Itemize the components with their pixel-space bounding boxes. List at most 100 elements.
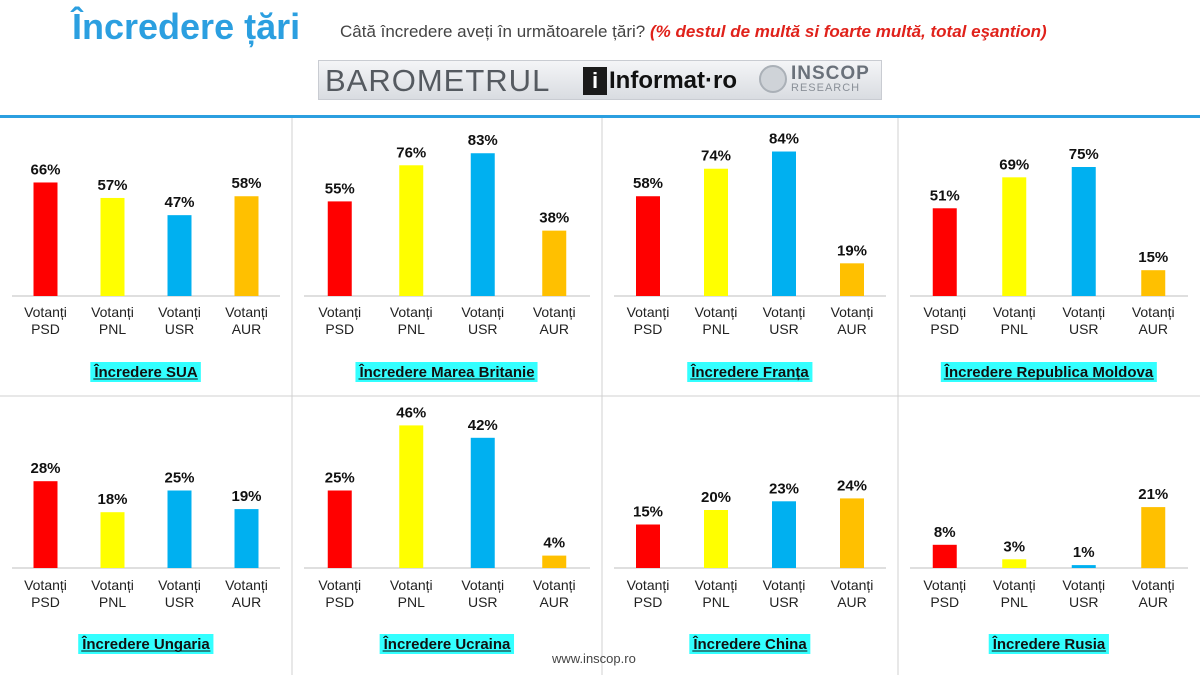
chart-title: Încredere Ucraina: [383, 635, 511, 653]
tick-label: USR: [165, 594, 195, 610]
tick-label: Votanți: [24, 577, 67, 593]
chart-title-highlight: [689, 634, 811, 654]
chart-panel: 51%VotanțiPSD69%VotanțiPNL75%VotanțiUSR1…: [910, 146, 1188, 382]
bar: [542, 230, 567, 296]
chart-title: Încredere SUA: [93, 363, 198, 381]
tick-label: PSD: [930, 594, 959, 610]
tick-label: AUR: [539, 594, 569, 610]
sponsor-logo-bar: BAROMETRUL i Informat·ro INSCOP RESEARCH: [318, 60, 882, 100]
bar: [1071, 167, 1096, 296]
data-label: 38%: [539, 210, 569, 227]
data-label: 20%: [701, 489, 731, 506]
tick-label: Votanți: [763, 304, 806, 320]
tick-label: AUR: [232, 594, 262, 610]
tick-label: Votanți: [763, 577, 806, 593]
tick-label: Votanți: [695, 577, 738, 593]
bar: [932, 208, 957, 296]
barometrul-logo: BAROMETRUL: [325, 63, 551, 98]
tick-label: AUR: [837, 594, 867, 610]
chart-title: Încredere Marea Britanie: [358, 363, 534, 381]
chart-title-highlight: [988, 634, 1109, 654]
informat-logo-text: Informat·ro: [609, 67, 737, 94]
chart-panel: 66%VotanțiPSD57%VotanțiPNL47%VotanțiUSR5…: [12, 161, 280, 382]
tick-label: PNL: [1001, 321, 1028, 337]
tick-label: Votanți: [461, 577, 504, 593]
chart-panel: 15%VotanțiPSD20%VotanțiPNL23%VotanțiUSR2…: [614, 477, 886, 654]
bar: [33, 481, 58, 568]
data-label: 46%: [396, 404, 426, 421]
tick-label: Votanți: [627, 577, 670, 593]
bar: [327, 201, 352, 296]
tick-label: AUR: [539, 321, 569, 337]
tick-label: PNL: [99, 594, 126, 610]
bar: [33, 182, 58, 296]
tick-label: USR: [769, 594, 799, 610]
data-label: 15%: [633, 504, 663, 521]
tick-label: Votanți: [1132, 577, 1175, 593]
data-label: 28%: [30, 460, 60, 477]
chart-title-highlight: [687, 362, 813, 382]
bar: [1071, 565, 1096, 568]
tick-label: Votanți: [1132, 304, 1175, 320]
data-label: 83%: [468, 132, 498, 149]
inscop-logo: INSCOP RESEARCH: [759, 64, 870, 94]
bar: [399, 425, 424, 568]
tick-label: PSD: [930, 321, 959, 337]
bar: [932, 544, 957, 568]
footer-url: www.inscop.ro: [552, 651, 636, 666]
tick-label: Votanți: [993, 577, 1036, 593]
data-label: 58%: [633, 175, 663, 192]
tick-label: Votanți: [158, 304, 201, 320]
tick-label: USR: [165, 321, 195, 337]
question-note: (% destul de multă si foarte multă, tota…: [649, 22, 1047, 41]
data-label: 66%: [30, 161, 60, 178]
data-label: 58%: [231, 175, 261, 192]
chart-title: Încredere China: [692, 635, 807, 653]
bar: [399, 165, 424, 296]
header-divider: [0, 115, 1200, 118]
bar: [327, 490, 352, 568]
bar: [1002, 177, 1027, 296]
page-title: Încredere țări: [72, 6, 301, 47]
tick-label: PSD: [31, 321, 60, 337]
tick-label: AUR: [1138, 594, 1168, 610]
tick-label: Votanți: [1062, 577, 1105, 593]
tick-label: Votanți: [923, 304, 966, 320]
inscop-logo-sub: RESEARCH: [791, 82, 861, 94]
data-label: 47%: [164, 194, 194, 211]
informat-logo: i Informat·ro: [583, 65, 737, 97]
data-label: 84%: [769, 131, 799, 148]
chart-title-highlight: [940, 362, 1157, 382]
data-label: 51%: [930, 187, 960, 204]
tick-label: USR: [769, 321, 799, 337]
survey-question: Câtă încredere aveți în următoarele țări…: [340, 22, 1047, 42]
chart-title-highlight: [379, 634, 515, 654]
chart-panel: 8%VotanțiPSD3%VotanțiPNL1%VotanțiUSR21%V…: [910, 486, 1188, 654]
tick-label: Votanți: [225, 304, 268, 320]
bar: [100, 512, 125, 568]
tick-label: Votanți: [627, 304, 670, 320]
bar: [772, 151, 796, 296]
bar: [840, 263, 864, 296]
chart-panel: 55%VotanțiPSD76%VotanțiPNL83%VotanțiUSR3…: [304, 132, 590, 382]
tick-label: PNL: [398, 321, 425, 337]
tick-label: Votanți: [461, 304, 504, 320]
informat-i-icon: i: [583, 67, 607, 95]
tick-label: PSD: [634, 321, 663, 337]
bar: [167, 490, 192, 568]
tick-label: PNL: [1001, 594, 1028, 610]
tick-label: USR: [468, 321, 498, 337]
tick-label: Votanți: [695, 304, 738, 320]
bar: [772, 501, 796, 568]
tick-label: Votanți: [318, 304, 361, 320]
tick-label: AUR: [232, 321, 262, 337]
tick-label: PSD: [325, 321, 354, 337]
bar: [234, 509, 259, 568]
data-label: 19%: [837, 242, 867, 259]
chart-title: Încredere Republica Moldova: [944, 363, 1154, 381]
tick-label: USR: [1069, 594, 1099, 610]
data-label: 76%: [396, 144, 426, 161]
bar: [234, 196, 259, 296]
chart-panel: 25%VotanțiPSD46%VotanțiPNL42%VotanțiUSR4…: [304, 404, 590, 654]
